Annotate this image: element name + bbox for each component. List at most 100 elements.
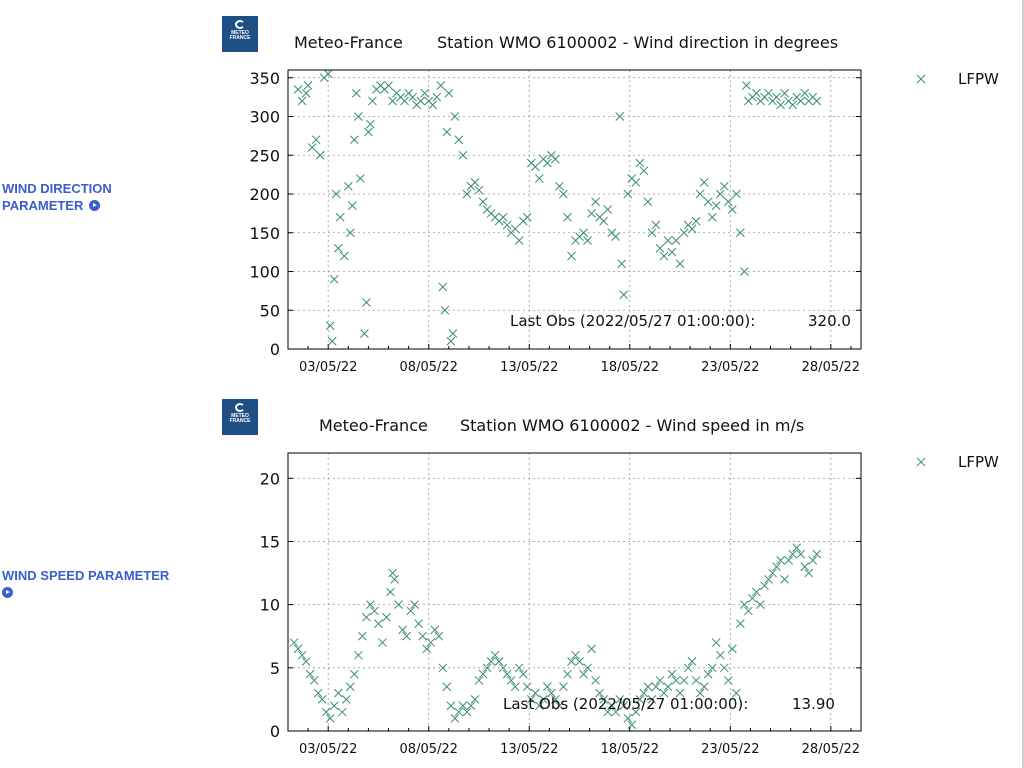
data-point <box>703 197 713 207</box>
data-point <box>723 197 733 207</box>
data-point <box>555 701 564 711</box>
data-point <box>675 688 685 698</box>
data-point <box>719 663 729 673</box>
x-tick-label: 28/05/22 <box>802 742 860 757</box>
data-point <box>378 638 387 647</box>
data-point <box>800 88 810 98</box>
data-point <box>530 688 540 698</box>
last-obs-label: Last Obs (2022/05/27 01:00:00): <box>510 312 755 330</box>
data-point <box>631 707 641 717</box>
data-point <box>514 236 524 245</box>
data-point <box>315 150 325 160</box>
data-point <box>448 329 458 338</box>
data-point <box>470 695 480 704</box>
legend-label: LFPW <box>958 70 999 88</box>
data-point <box>551 154 560 164</box>
data-point <box>707 663 717 673</box>
x-tick-label: 13/05/22 <box>500 742 558 757</box>
data-point <box>440 305 450 315</box>
play-arrow-icon <box>2 587 13 599</box>
data-point <box>347 201 357 210</box>
data-point <box>772 92 781 102</box>
data-point <box>792 543 802 553</box>
data-point <box>643 197 653 207</box>
y-tick-label: 15 <box>260 532 280 551</box>
data-point <box>345 682 355 692</box>
data-point <box>611 232 621 241</box>
data-point <box>551 695 560 704</box>
x-tick-label: 28/05/22 <box>802 360 860 375</box>
data-point <box>313 688 323 698</box>
data-point <box>337 707 347 717</box>
wind-speed-parameter-link[interactable]: WIND SPEED PARAMETER <box>2 567 169 601</box>
data-point <box>603 707 613 717</box>
chart-provider: Meteo-France <box>319 416 428 435</box>
data-point <box>563 669 572 679</box>
legend-marker-icon <box>916 457 926 467</box>
data-point <box>307 143 317 152</box>
data-point <box>655 243 665 253</box>
data-point <box>643 682 653 692</box>
data-point <box>679 228 689 238</box>
data-point <box>305 669 315 679</box>
legend: LFPW <box>916 70 999 88</box>
data-point <box>555 181 564 191</box>
data-point <box>474 185 484 195</box>
data-point <box>731 189 741 199</box>
wind-direction-parameter-link[interactable]: WIND DIRECTION PARAMETER <box>2 180 112 214</box>
data-point <box>408 92 418 102</box>
data-point <box>687 657 697 666</box>
data-point <box>703 669 713 679</box>
data-point <box>418 631 428 641</box>
data-point <box>776 556 785 565</box>
data-point <box>800 562 810 572</box>
data-point <box>345 228 355 238</box>
data-point <box>695 688 705 698</box>
y-tick-label: 0 <box>270 340 280 359</box>
data-point <box>591 676 600 685</box>
data-point <box>760 581 769 591</box>
x-tick-label: 03/05/22 <box>299 742 357 757</box>
data-point <box>358 631 367 641</box>
chart-title: Station WMO 6100002 - Wind speed in m/s <box>460 416 804 435</box>
data-point <box>428 100 438 110</box>
data-point <box>311 135 321 145</box>
data-point <box>623 189 633 199</box>
data-point <box>341 695 351 704</box>
data-point <box>498 212 508 222</box>
data-point <box>559 189 568 199</box>
data-point <box>514 663 524 673</box>
data-point <box>510 682 520 692</box>
data-point <box>462 189 472 199</box>
legend-marker <box>916 457 926 467</box>
data-point <box>301 657 311 666</box>
x-tick-label: 03/05/22 <box>299 360 357 375</box>
wind-direction-link-line1: WIND DIRECTION <box>2 181 112 196</box>
data-point <box>335 212 345 222</box>
play-arrow-icon <box>89 200 101 212</box>
data-point <box>360 329 369 338</box>
plot-frame <box>287 452 862 732</box>
data-point <box>534 174 544 183</box>
data-point <box>398 625 407 635</box>
data-point <box>671 236 681 245</box>
data-point <box>494 657 504 666</box>
data-point <box>619 290 629 300</box>
data-point <box>522 212 532 222</box>
data-point <box>301 88 311 98</box>
data-point <box>454 135 464 145</box>
data-point <box>510 224 520 234</box>
data-point <box>563 212 572 222</box>
y-tick-label: 150 <box>249 224 280 243</box>
data-point <box>740 600 749 609</box>
data-point <box>339 251 349 261</box>
data-point <box>567 251 576 261</box>
data-point <box>450 112 460 121</box>
data-point <box>663 236 673 245</box>
meteo-france-logo: METEO FRANCE <box>222 399 258 435</box>
data-point <box>356 174 365 183</box>
data-point <box>333 243 343 253</box>
data-point <box>323 69 333 79</box>
data-point <box>812 96 822 106</box>
data-point <box>522 682 532 692</box>
